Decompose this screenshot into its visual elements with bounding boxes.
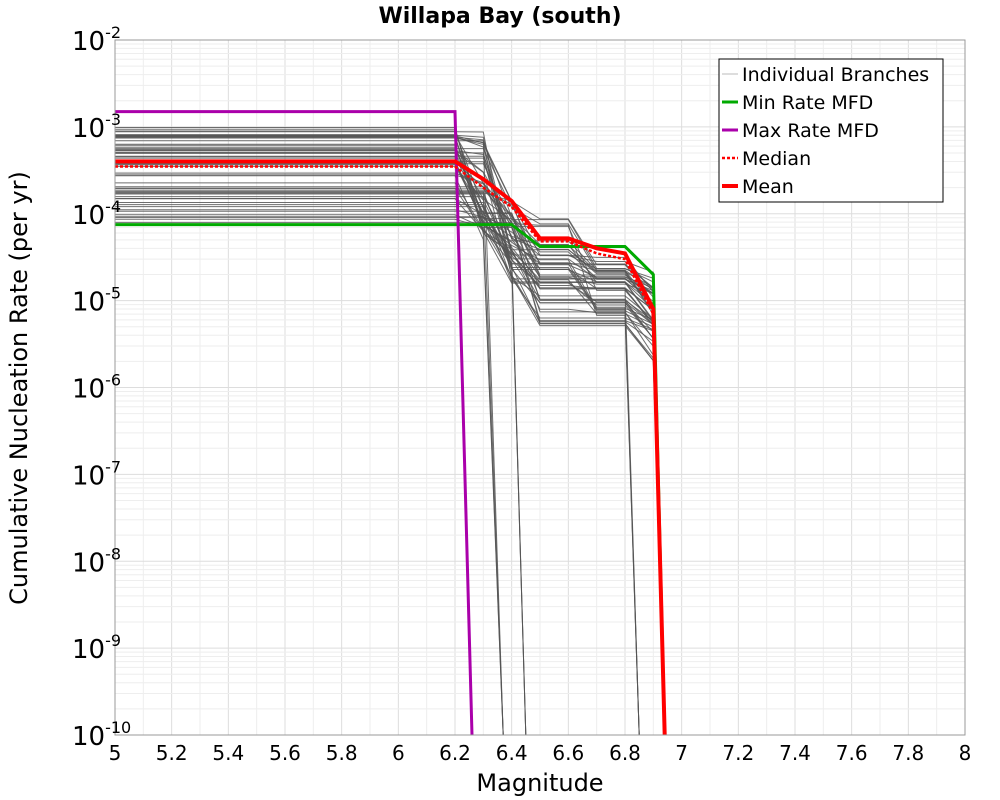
chart-title: Willapa Bay (south): [378, 4, 621, 29]
plot-frame: [114, 39, 966, 736]
x-tick-label: 5.2: [156, 741, 188, 765]
branch-line: [115, 146, 666, 736]
x-tick-labels: 5 5.2 5.4 5.6 5.8 6 6.2 6.4 6.6 6.8 7 7.2 7.4 7.6 7.8 8: [109, 741, 972, 765]
branch-line: [115, 191, 527, 736]
y-tick-labels: 10-2 10-3 10-4 10-5 10-6 10-7 10-8 10-9 10-10: [72, 23, 131, 752]
branch-line: [115, 155, 666, 736]
x-axis-label: Magnitude: [476, 769, 603, 797]
y-tick-label: 10-7: [72, 457, 121, 491]
legend-label: Mean: [742, 176, 794, 198]
branch-line: [115, 161, 666, 736]
x-tick-label: 6.2: [439, 741, 471, 765]
branch-line: [115, 192, 504, 736]
series-max-rate-mfd: [115, 110, 474, 736]
branch-line: [115, 151, 666, 736]
branch-line: [115, 135, 640, 736]
branch-line: [115, 136, 504, 736]
y-tick-label: 10-10: [72, 718, 131, 752]
legend-label: Median: [742, 148, 811, 170]
x-tick-label: 7.2: [722, 741, 754, 765]
x-tick-label: 7.8: [892, 741, 924, 765]
legend-label: Individual Branches: [742, 64, 929, 86]
x-tick-label: 7: [675, 741, 688, 765]
branch-line: [115, 163, 666, 736]
x-tick-label: 7.4: [779, 741, 811, 765]
x-tick-label: 6.6: [552, 741, 584, 765]
x-tick-label: 5: [109, 741, 122, 765]
y-tick-label: 10-2: [72, 23, 121, 57]
x-tick-label: 5.6: [269, 741, 301, 765]
x-tick-label: 8: [959, 741, 972, 765]
series-median: [115, 165, 666, 736]
branch-line: [115, 198, 666, 736]
y-tick-label: 10-9: [72, 631, 121, 665]
y-tick-label: 10-6: [72, 371, 121, 405]
branch-line: [115, 188, 666, 736]
x-tick-label: 6.8: [609, 741, 641, 765]
y-tick-label: 10-3: [72, 110, 121, 144]
legend-label: Max Rate MFD: [742, 120, 879, 142]
series-mean: [115, 159, 667, 736]
series-min-rate-mfd: [115, 223, 667, 736]
x-tick-label: 5.8: [326, 741, 358, 765]
branch-line: [115, 198, 666, 736]
x-tick-label: 5.4: [212, 741, 244, 765]
x-tick-label: 6: [392, 741, 405, 765]
legend-label: Min Rate MFD: [742, 92, 873, 114]
branch-line: [115, 209, 666, 736]
x-tick-label: 7.6: [836, 741, 868, 765]
branch-line: [115, 187, 666, 736]
series-lines: [115, 110, 667, 736]
branch-line: [115, 216, 666, 736]
individual-branches: [115, 127, 666, 736]
y-tick-label: 10-4: [72, 197, 121, 231]
x-tick-label: 6.4: [496, 741, 528, 765]
legend: Individual Branches Min Rate MFD Max Rate …: [718, 58, 944, 203]
branch-line: [115, 143, 666, 736]
branch-line: [115, 152, 666, 736]
y-tick-label: 10-8: [72, 544, 121, 578]
y-tick-label: 10-5: [72, 284, 121, 318]
branch-line: [115, 214, 666, 736]
y-axis-label: Cumulative Nucleation Rate (per yr): [5, 171, 33, 605]
branch-line: [115, 210, 666, 736]
legend-box: [718, 58, 944, 203]
branch-line: [115, 131, 666, 736]
